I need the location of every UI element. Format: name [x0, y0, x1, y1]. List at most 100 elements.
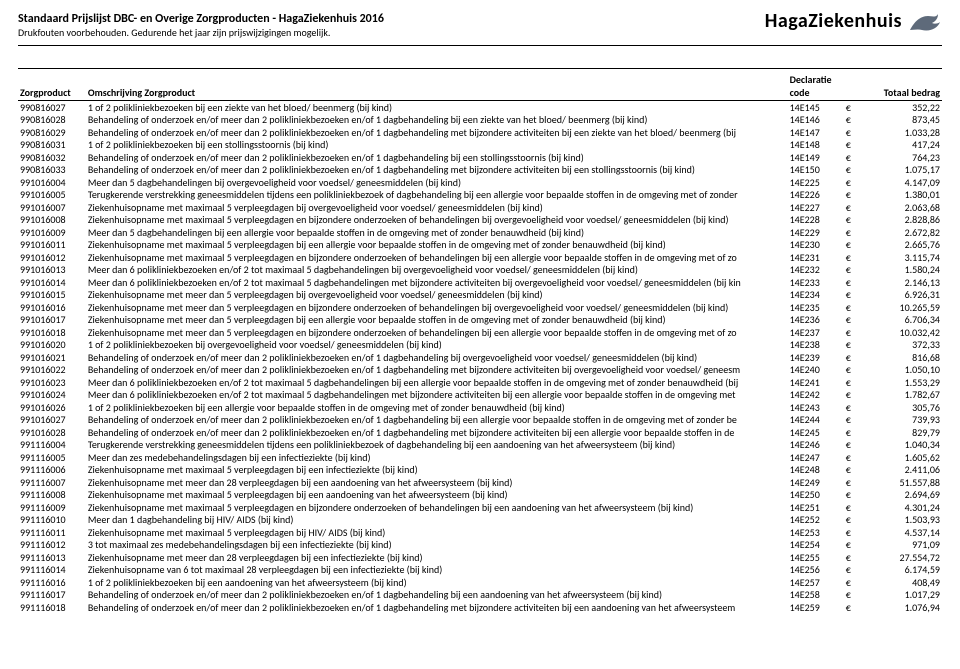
cell-declaratie: 14E242	[788, 389, 844, 402]
table-row: 991116008Ziekenhuisopname met maximaal 5…	[18, 489, 942, 502]
cell-code: 991016023	[18, 376, 86, 389]
cell-declaratie: 14E146	[788, 114, 844, 127]
cell-declaratie: 14E247	[788, 451, 844, 464]
cell-amount: 408,49	[860, 576, 942, 589]
cell-amount: 2.063,68	[860, 201, 942, 214]
cell-currency: €	[844, 239, 860, 252]
table-row: 991016021Behandeling of onderzoek en/of …	[18, 351, 942, 364]
table-row: 990816033Behandeling of onderzoek en/of …	[18, 164, 942, 177]
cell-amount: 10.032,42	[860, 326, 942, 339]
bird-icon	[908, 8, 942, 34]
cell-omschrijving: 1 of 2 polikliniekbezoeken bij een ziekt…	[86, 101, 788, 114]
cell-currency: €	[844, 489, 860, 502]
table-row: 991116010Meer dan 1 dagbehandeling bij H…	[18, 514, 942, 527]
cell-amount: 4.301,24	[860, 501, 942, 514]
cell-code: 991116006	[18, 464, 86, 477]
cell-omschrijving: Behandeling of onderzoek en/of meer dan …	[86, 151, 788, 164]
table-row: 991016027Behandeling of onderzoek en/of …	[18, 414, 942, 427]
cell-code: 991116017	[18, 589, 86, 602]
cell-code: 990816032	[18, 151, 86, 164]
cell-currency: €	[844, 464, 860, 477]
table-row: 991016028Behandeling of onderzoek en/of …	[18, 426, 942, 439]
table-row: 990816028Behandeling of onderzoek en/of …	[18, 114, 942, 127]
cell-amount: 2.672,82	[860, 226, 942, 239]
cell-declaratie: 14E150	[788, 164, 844, 177]
cell-omschrijving: Ziekenhuisopname met maximaal 5 verpleeg…	[86, 501, 788, 514]
cell-amount: 1.605,62	[860, 451, 942, 464]
cell-amount: 2.665,76	[860, 239, 942, 252]
cell-amount: 4.147,09	[860, 176, 942, 189]
cell-amount: 2.411,06	[860, 464, 942, 477]
cell-currency: €	[844, 201, 860, 214]
table-row: 991016014Meer dan 6 polikliniekbezoeken …	[18, 276, 942, 289]
table-row: 991116005Meer dan zes medebehandelingsda…	[18, 451, 942, 464]
cell-omschrijving: Ziekenhuisopname met maximaal 5 verpleeg…	[86, 464, 788, 477]
cell-currency: €	[844, 576, 860, 589]
cell-currency: €	[844, 514, 860, 527]
cell-omschrijving: Ziekenhuisopname met maximaal 5 verpleeg…	[86, 201, 788, 214]
cell-currency: €	[844, 389, 860, 402]
cell-amount: 6.706,34	[860, 314, 942, 327]
cell-declaratie: 14E149	[788, 151, 844, 164]
cell-currency: €	[844, 101, 860, 114]
cell-code: 991016018	[18, 326, 86, 339]
cell-declaratie: 14E253	[788, 526, 844, 539]
cell-code: 991116004	[18, 439, 86, 452]
cell-omschrijving: 1 of 2 polikliniekbezoeken bij overgevoe…	[86, 339, 788, 352]
cell-omschrijving: Meer dan 6 polikliniekbezoeken en/of 2 t…	[86, 276, 788, 289]
cell-amount: 1.075,17	[860, 164, 942, 177]
cell-amount: 2.694,69	[860, 489, 942, 502]
cell-code: 991016020	[18, 339, 86, 352]
cell-declaratie: 14E250	[788, 489, 844, 502]
table-row: 991016018Ziekenhuisopname met meer dan 5…	[18, 326, 942, 339]
cell-currency: €	[844, 601, 860, 614]
cell-amount: 4.537,14	[860, 526, 942, 539]
cell-declaratie: 14E256	[788, 564, 844, 577]
col-declaratie: Declaratie code	[788, 72, 844, 101]
cell-currency: €	[844, 214, 860, 227]
cell-omschrijving: Meer dan zes medebehandelingsdagen bij e…	[86, 451, 788, 464]
cell-code: 991116014	[18, 564, 86, 577]
cell-declaratie: 14E227	[788, 201, 844, 214]
cell-amount: 1.380,01	[860, 189, 942, 202]
cell-declaratie: 14E245	[788, 426, 844, 439]
doc-title: Standaard Prijslijst DBC- en Overige Zor…	[18, 12, 384, 26]
cell-declaratie: 14E258	[788, 589, 844, 602]
cell-amount: 27.554,72	[860, 551, 942, 564]
cell-omschrijving: Meer dan 6 polikliniekbezoeken en/of 2 t…	[86, 264, 788, 277]
cell-code: 991116005	[18, 451, 86, 464]
table-row: 991016013Meer dan 6 polikliniekbezoeken …	[18, 264, 942, 277]
cell-code: 991116009	[18, 501, 86, 514]
cell-currency: €	[844, 501, 860, 514]
cell-declaratie: 14E228	[788, 214, 844, 227]
cell-code: 990816027	[18, 101, 86, 114]
cell-currency: €	[844, 126, 860, 139]
cell-amount: 417,24	[860, 139, 942, 152]
cell-currency: €	[844, 414, 860, 427]
cell-amount: 1.040,34	[860, 439, 942, 452]
table-row: 990816029Behandeling of onderzoek en/of …	[18, 126, 942, 139]
cell-amount: 873,45	[860, 114, 942, 127]
cell-currency: €	[844, 526, 860, 539]
cell-declaratie: 14E231	[788, 251, 844, 264]
cell-declaratie: 14E248	[788, 464, 844, 477]
cell-currency: €	[844, 326, 860, 339]
cell-amount: 6.926,31	[860, 289, 942, 302]
cell-code: 991016022	[18, 364, 86, 377]
table-row: 991016023Meer dan 6 polikliniekbezoeken …	[18, 376, 942, 389]
table-row: 9910160261 of 2 polikliniekbezoeken bij …	[18, 401, 942, 414]
cell-declaratie: 14E230	[788, 239, 844, 252]
cell-amount: 829,79	[860, 426, 942, 439]
cell-omschrijving: 1 of 2 polikliniekbezoeken bij een stoll…	[86, 139, 788, 152]
cell-declaratie: 14E243	[788, 401, 844, 414]
cell-currency: €	[844, 339, 860, 352]
cell-code: 991116007	[18, 476, 86, 489]
cell-omschrijving: Terugkerende verstrekking geneesmiddelen…	[86, 189, 788, 202]
table-row: 991016012Ziekenhuisopname met maximaal 5…	[18, 251, 942, 264]
table-top-rule	[18, 68, 942, 69]
header: Standaard Prijslijst DBC- en Overige Zor…	[18, 12, 942, 39]
cell-declaratie: 14E254	[788, 539, 844, 552]
cell-code: 991016016	[18, 301, 86, 314]
cell-code: 991016024	[18, 389, 86, 402]
cell-omschrijving: Behandeling of onderzoek en/of meer dan …	[86, 601, 788, 614]
